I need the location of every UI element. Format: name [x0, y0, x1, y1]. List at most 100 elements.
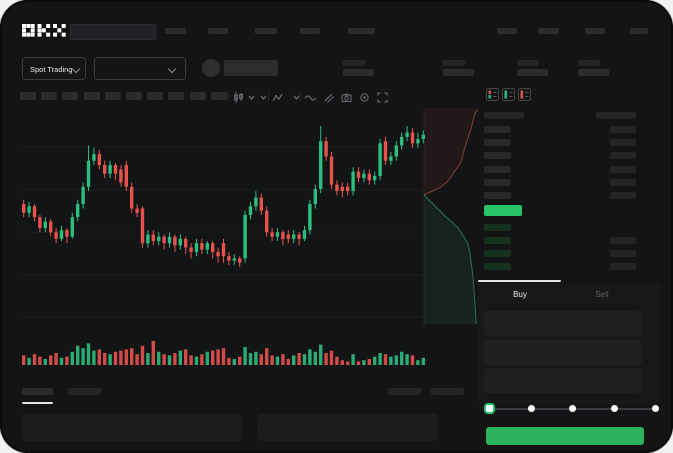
pair-coin-icon [202, 59, 220, 77]
timeframe-button-placeholder[interactable] [41, 92, 58, 100]
history-panel-placeholder [257, 414, 438, 441]
stat-value-placeholder [517, 69, 548, 76]
orderbook-bids-icon[interactable] [502, 88, 515, 101]
volume-bar [324, 353, 328, 365]
bottom-tab-active[interactable] [22, 388, 53, 395]
camera-icon[interactable] [341, 92, 352, 103]
bid-price-placeholder[interactable] [484, 224, 511, 231]
timeframe-button-placeholder[interactable] [189, 92, 206, 100]
ask-price-placeholder[interactable] [484, 126, 511, 133]
draw-icon[interactable] [323, 92, 334, 103]
ask-price-placeholder[interactable] [484, 192, 511, 199]
candle-body [216, 251, 220, 257]
candle-body [281, 232, 285, 239]
candle-body [351, 171, 355, 192]
volume-bar [410, 355, 415, 365]
timeframe-button-placeholder[interactable] [62, 92, 79, 100]
last-price-badge[interactable] [484, 205, 522, 216]
candle-body [394, 145, 398, 157]
fullscreen-icon[interactable] [377, 92, 388, 103]
volume-bar [189, 355, 193, 365]
chevron-down-icon[interactable] [246, 92, 257, 103]
candle-body [400, 136, 404, 146]
candle-body [254, 197, 258, 207]
bottom-tab[interactable] [68, 388, 101, 395]
candle-body [135, 208, 139, 213]
orderbook-asks-icon[interactable] [518, 88, 531, 101]
ask-price-placeholder[interactable] [484, 139, 511, 147]
candle-body [162, 236, 166, 244]
bottom-link-placeholder[interactable] [388, 388, 421, 395]
timeframe-button-placeholder[interactable] [147, 92, 164, 100]
price-input[interactable] [484, 311, 642, 336]
chevron-down-icon[interactable] [258, 92, 269, 103]
nav-action-placeholder[interactable] [497, 28, 517, 34]
timeframe-button-placeholder[interactable] [126, 92, 142, 100]
candle-body [108, 165, 112, 174]
logo-block [37, 24, 42, 28]
nav-item-placeholder[interactable] [348, 28, 375, 34]
timeframe-button-placeholder[interactable] [83, 92, 100, 100]
candle-body [286, 234, 290, 239]
ask-price-placeholder[interactable] [484, 178, 511, 186]
nav-item-placeholder[interactable] [255, 28, 277, 34]
orderbook-both-icon[interactable] [486, 88, 499, 101]
slider-handle[interactable] [486, 405, 493, 412]
candle-body [173, 236, 177, 246]
volume-bar [81, 348, 85, 365]
candle-body [324, 141, 328, 157]
volume-bar [216, 349, 220, 365]
volume-bar [254, 351, 258, 365]
bid-price-placeholder[interactable] [484, 237, 511, 244]
total-input[interactable] [484, 368, 642, 393]
chevron-down-icon[interactable] [291, 92, 302, 103]
nav-item-placeholder[interactable] [208, 28, 228, 34]
bottom-link-placeholder[interactable] [431, 388, 464, 395]
ask-price-placeholder[interactable] [484, 152, 511, 160]
slider-stop[interactable] [652, 405, 659, 412]
pair-search-placeholder[interactable] [70, 24, 156, 40]
volume-bar [281, 354, 285, 365]
stat-value-placeholder [343, 69, 374, 76]
amount-slider[interactable] [486, 405, 662, 415]
candle-body [356, 171, 361, 179]
tab-buy[interactable]: Buy [513, 290, 527, 299]
pair-dropdown[interactable] [94, 57, 186, 80]
tab-sell[interactable]: Sell [595, 290, 609, 299]
candle-body [248, 206, 253, 215]
asks-mark [488, 90, 492, 94]
bid-price-placeholder[interactable] [484, 250, 511, 257]
settings-icon[interactable] [359, 92, 370, 103]
volume-bar [27, 357, 31, 365]
candle-body [297, 234, 301, 239]
slider-stop[interactable] [610, 405, 618, 412]
timeframe-button-placeholder[interactable] [20, 92, 36, 100]
nav-action-placeholder[interactable] [538, 28, 559, 34]
buy-submit-button[interactable] [486, 427, 644, 445]
nav-item-placeholder[interactable] [300, 28, 320, 34]
trade-mode-dropdown[interactable]: Spot Trading [22, 57, 86, 80]
volume-bar [270, 355, 274, 365]
amount-input[interactable] [484, 340, 642, 365]
logo-block [57, 28, 62, 33]
slider-stop[interactable] [569, 405, 576, 412]
line-tools-icon[interactable] [304, 92, 317, 103]
nav-action-placeholder[interactable] [630, 28, 648, 34]
slider-stop[interactable] [527, 405, 535, 412]
candle-type-icon[interactable] [233, 92, 244, 103]
nav-action-placeholder[interactable] [585, 28, 605, 34]
ask-price-placeholder[interactable] [484, 165, 511, 173]
logo-block [61, 32, 66, 37]
bid-price-placeholder[interactable] [484, 263, 511, 270]
volume-bar [405, 354, 409, 365]
candlestick-chart[interactable] [20, 106, 479, 370]
timeframe-button-placeholder[interactable] [168, 92, 185, 100]
indicators-icon[interactable] [272, 92, 283, 103]
candle-body [421, 134, 425, 140]
nav-item-placeholder[interactable] [165, 28, 186, 34]
timeframe-button-placeholder[interactable] [210, 92, 227, 100]
ask-amount-placeholder [610, 152, 636, 160]
timeframe-button-placeholder[interactable] [104, 92, 121, 100]
candle-body [200, 243, 204, 250]
volume-bar [211, 350, 215, 365]
